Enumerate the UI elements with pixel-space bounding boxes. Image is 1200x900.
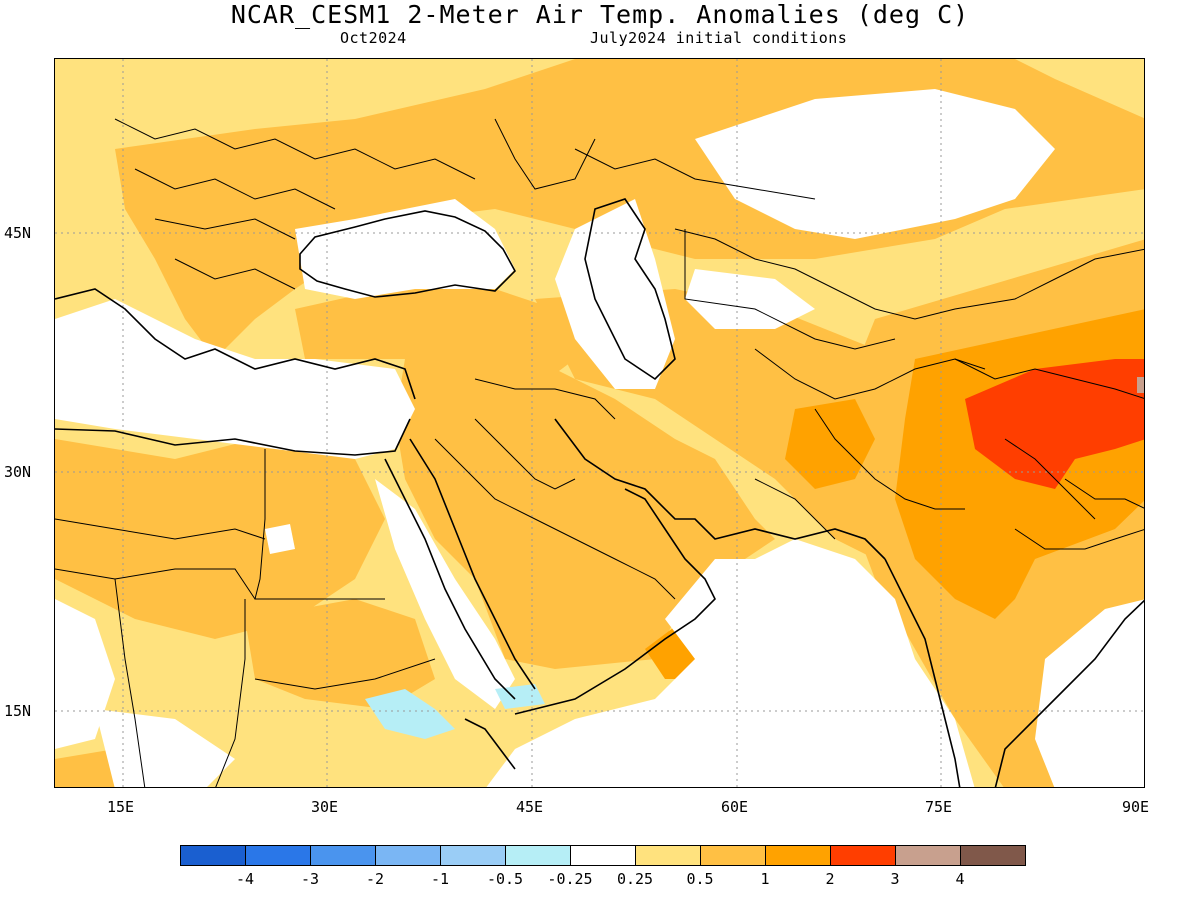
afghanistan-orange-region (785, 399, 875, 489)
siberia-white-region (695, 89, 1055, 239)
colorbar-label: -2 (365, 870, 385, 888)
india-west-coast (884, 558, 961, 787)
coastlines (55, 198, 1144, 787)
lon-label-15e: 15E (107, 798, 135, 816)
lon-label-30e: 30E (311, 798, 339, 816)
sahel-orange-region (245, 599, 435, 709)
colorbar-label: 4 (955, 870, 965, 888)
lat-label-15n: 15N (4, 702, 32, 720)
lon-label-60e: 60E (721, 798, 749, 816)
initial-conditions: July2024 initial conditions (590, 29, 848, 47)
black-sea-coast (299, 210, 516, 298)
lon-label-45e: 45E (516, 798, 544, 816)
anomaly-map (54, 58, 1145, 788)
colorbar-label: -3 (300, 870, 320, 888)
colorbar-swatch (181, 846, 246, 865)
map-title: NCAR_CESM1 2-Meter Air Temp. Anomalies (… (230, 0, 970, 29)
colorbar-swatch (571, 846, 636, 865)
gridlines (55, 59, 1144, 787)
colorbar-swatch (636, 846, 701, 865)
arabian-sea-white-region (486, 539, 975, 787)
north-africa-orange-region (55, 439, 385, 639)
colorbar-swatch (311, 846, 376, 865)
colorbar-label: 0.5 (686, 870, 714, 888)
caspian-coast (584, 198, 676, 381)
black-sea-white-region (295, 199, 515, 299)
tibet-gray-spot (1137, 377, 1144, 393)
colorbar-label: -0.25 (547, 870, 593, 888)
ethiopia-white-region (95, 709, 235, 787)
red-sea-west-coast (384, 458, 516, 700)
kazakh-white-region (685, 269, 815, 329)
colorbar-label: -0.5 (486, 870, 524, 888)
colorbar-label: 0.25 (616, 870, 654, 888)
colorbar (180, 845, 1026, 866)
bay-of-bengal-white-region (1035, 599, 1144, 787)
colorbar-label: 2 (825, 870, 835, 888)
country-borders (55, 118, 1144, 787)
colorbar-swatch (246, 846, 311, 865)
small-orange-region (55, 749, 115, 787)
colorbar-swatch (896, 846, 961, 865)
colorbar-swatch (376, 846, 441, 865)
colorbar-swatch (961, 846, 1025, 865)
lat-label-30n: 30N (4, 463, 32, 481)
colorbar-label: 3 (890, 870, 900, 888)
tibet-red-region (965, 359, 1144, 489)
caspian-white-region (555, 199, 675, 389)
colorbar-swatch (766, 846, 831, 865)
anomaly-map-svg (55, 59, 1144, 787)
lon-label-75e: 75E (925, 798, 953, 816)
colorbar-swatch (441, 846, 506, 865)
forecast-month: Oct2024 (340, 29, 407, 47)
colorbar-label: -1 (430, 870, 450, 888)
colorbar-label: -4 (235, 870, 255, 888)
mediterranean-north-coast (55, 288, 416, 400)
sudan-white-spot (265, 524, 295, 554)
red-sea-white-region (375, 479, 515, 709)
colorbar-swatch (506, 846, 571, 865)
colorbar-label: 1 (760, 870, 770, 888)
arabia-south-coast (514, 488, 716, 715)
mediterranean-white-region (55, 299, 415, 459)
arabia-orange-region (395, 359, 775, 669)
ethiopia-coast (464, 718, 516, 770)
red-sea-east-coast (409, 438, 536, 690)
colorbar-swatch (701, 846, 766, 865)
persian-gulf-coast (554, 418, 886, 560)
india-east-coast (994, 599, 1144, 787)
lon-label-90e: 90E (1122, 798, 1150, 816)
africa-north-coast (55, 418, 411, 456)
colorbar-swatch (831, 846, 896, 865)
horn-blue-region (365, 689, 455, 739)
lat-label-45n: 45N (4, 224, 32, 242)
